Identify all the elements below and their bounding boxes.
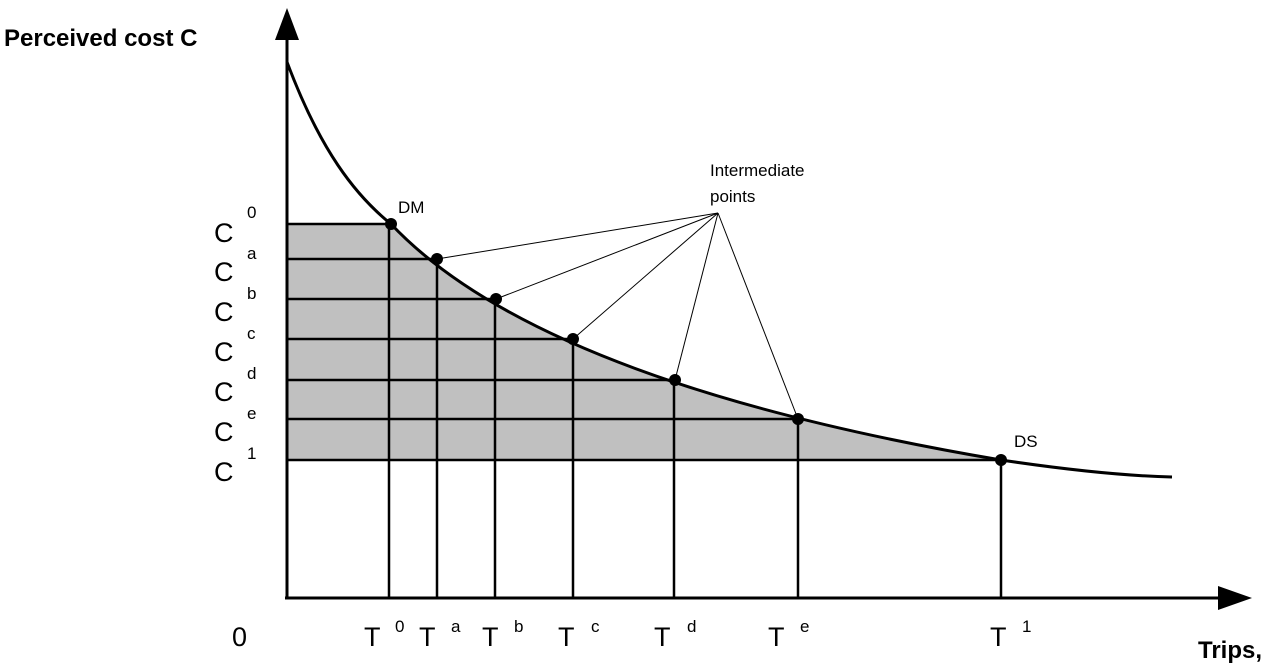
intermediate-point: [490, 293, 502, 305]
x-label-t1-sup: 1: [1022, 617, 1031, 636]
x-label-ta: T: [419, 622, 436, 652]
y-label-cd: C: [214, 377, 234, 407]
y-label-ca: C: [214, 257, 234, 287]
intermediate-point: [792, 413, 804, 425]
x-label-tb-sup: b: [514, 617, 523, 636]
annotation-line-2: points: [710, 187, 755, 206]
intermediate-point: [669, 374, 681, 386]
x-axis-arrow-icon: [1218, 586, 1252, 610]
leader-line: [436, 212, 719, 260]
x-label-tc: T: [558, 622, 575, 652]
axes: [285, 28, 1222, 600]
x-label-t1: T: [990, 622, 1007, 652]
x-label-tb: T: [482, 622, 499, 652]
y-label-c1: C: [214, 457, 234, 487]
trip-level-lines: [387, 224, 1003, 598]
y-label-ce: C: [214, 417, 234, 447]
x-label-t0: T: [364, 622, 381, 652]
label-ds: DS: [1014, 432, 1038, 451]
y-label-c1-sup: 1: [247, 444, 256, 463]
leader-line: [717, 212, 799, 420]
x-label-td-sup: d: [687, 617, 696, 636]
y-label-cc: C: [214, 337, 234, 367]
y-label-cb: C: [214, 297, 234, 327]
intermediate-point: [431, 253, 443, 265]
cost-level-lines: [287, 222, 1001, 462]
point-dm: [385, 218, 397, 230]
x-label-te-sup: e: [800, 617, 809, 636]
y-axis-title: Perceived cost C: [4, 25, 197, 52]
x-level-labels: T 0 T a T b T c T d T e T 1: [364, 617, 1031, 652]
x-label-t0-sup: 0: [395, 617, 404, 636]
demand-curve: [285, 61, 1173, 479]
label-dm: DM: [398, 198, 424, 217]
x-label-tc-sup: c: [591, 617, 600, 636]
y-label-ce-sup: e: [247, 404, 256, 423]
annotation-line-1: Intermediate: [710, 161, 805, 180]
y-label-ca-sup: a: [247, 244, 257, 263]
y-label-cb-sup: b: [247, 284, 256, 303]
annotation-leader-lines: [436, 212, 799, 420]
leader-line: [572, 212, 719, 340]
y-label-c0: C: [214, 218, 234, 248]
curve-points: [385, 218, 1007, 466]
x-axis-title: Trips,: [1198, 637, 1262, 663]
shaded-area: [287, 224, 1001, 460]
origin-label: 0: [232, 622, 247, 652]
y-axis-arrow-icon: [275, 8, 299, 40]
leader-line: [674, 212, 719, 381]
y-label-cd-sup: d: [247, 364, 256, 383]
x-label-td: T: [654, 622, 671, 652]
point-ds: [995, 454, 1007, 466]
y-label-cc-sup: c: [247, 324, 256, 343]
x-label-ta-sup: a: [451, 617, 461, 636]
y-level-labels: C 0 C a C b C c C d C e C 1: [214, 203, 257, 487]
intermediate-point: [567, 333, 579, 345]
y-label-c0-sup: 0: [247, 203, 256, 222]
leader-line: [495, 212, 719, 300]
x-label-te: T: [768, 622, 785, 652]
